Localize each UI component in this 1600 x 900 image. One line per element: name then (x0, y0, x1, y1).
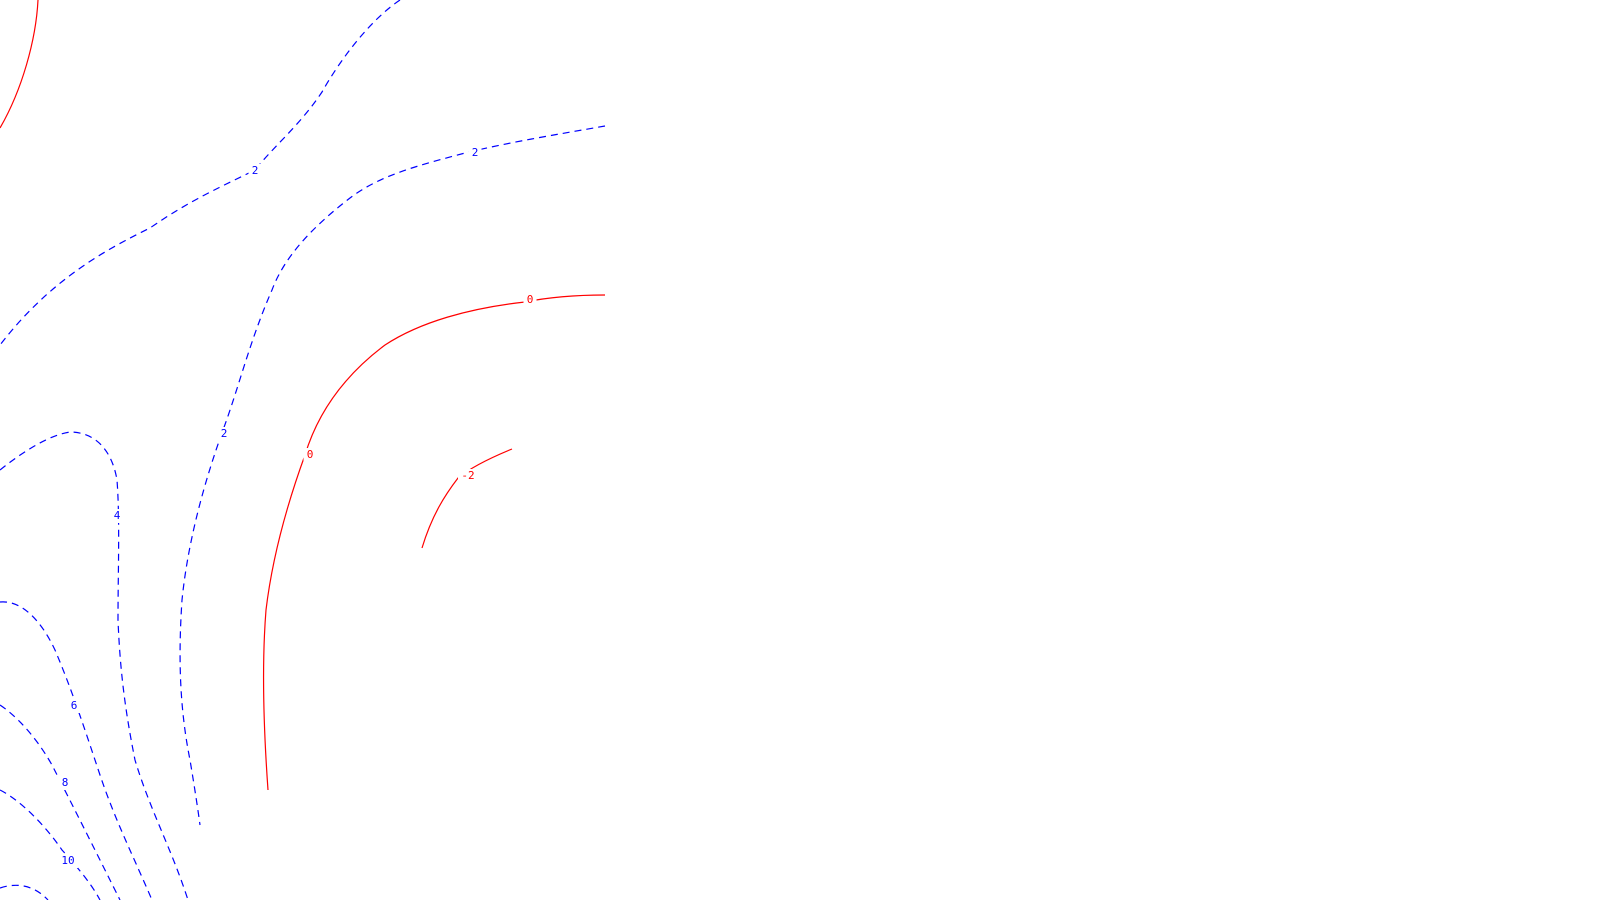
contour-label-bg (248, 164, 262, 178)
contour-label-bg (523, 293, 537, 307)
contour-label-lbl-neg2: -2 (461, 469, 474, 482)
contour-label-lbl-2-c: 2 (221, 427, 228, 440)
contour-label-bg (458, 469, 478, 483)
contour-line-c-10 (0, 789, 101, 900)
contour-line-c-2-upper-right (179, 125, 606, 826)
contour-label-bg (110, 509, 124, 523)
contour-label-lbl-6: 6 (71, 699, 78, 712)
contour-labels: 2 2 2 0 0 -2 4 6 8 10 (58, 146, 537, 868)
contour-label-lbl-0-a: 0 (527, 293, 534, 306)
contour-line-c-top-left-red (0, 0, 39, 129)
contour-label-lbl-2-a: 2 (252, 164, 259, 177)
contour-label-lbl-10: 10 (61, 854, 74, 867)
contour-line-c-8 (0, 704, 121, 900)
contour-line-c-4 (0, 431, 189, 900)
contour-label-bg (303, 448, 317, 462)
contour-line-c-2-upper-left (0, 0, 401, 346)
contour-line-c-neg2 (421, 448, 513, 549)
contour-label-lbl-2-b: 2 (472, 146, 479, 159)
contour-label-bg (58, 854, 78, 868)
contour-label-lbl-4: 4 (114, 509, 121, 522)
contour-label-bg (58, 776, 72, 790)
contour-label-bg (217, 427, 231, 441)
contour-label-lbl-8: 8 (62, 776, 69, 789)
contour-label-bg (67, 699, 81, 713)
contour-line-c-6 (0, 601, 153, 900)
contour-label-bg (468, 146, 482, 160)
contour-line-c-bottom-corner (0, 884, 49, 900)
contour-label-lbl-0-b: 0 (307, 448, 314, 461)
